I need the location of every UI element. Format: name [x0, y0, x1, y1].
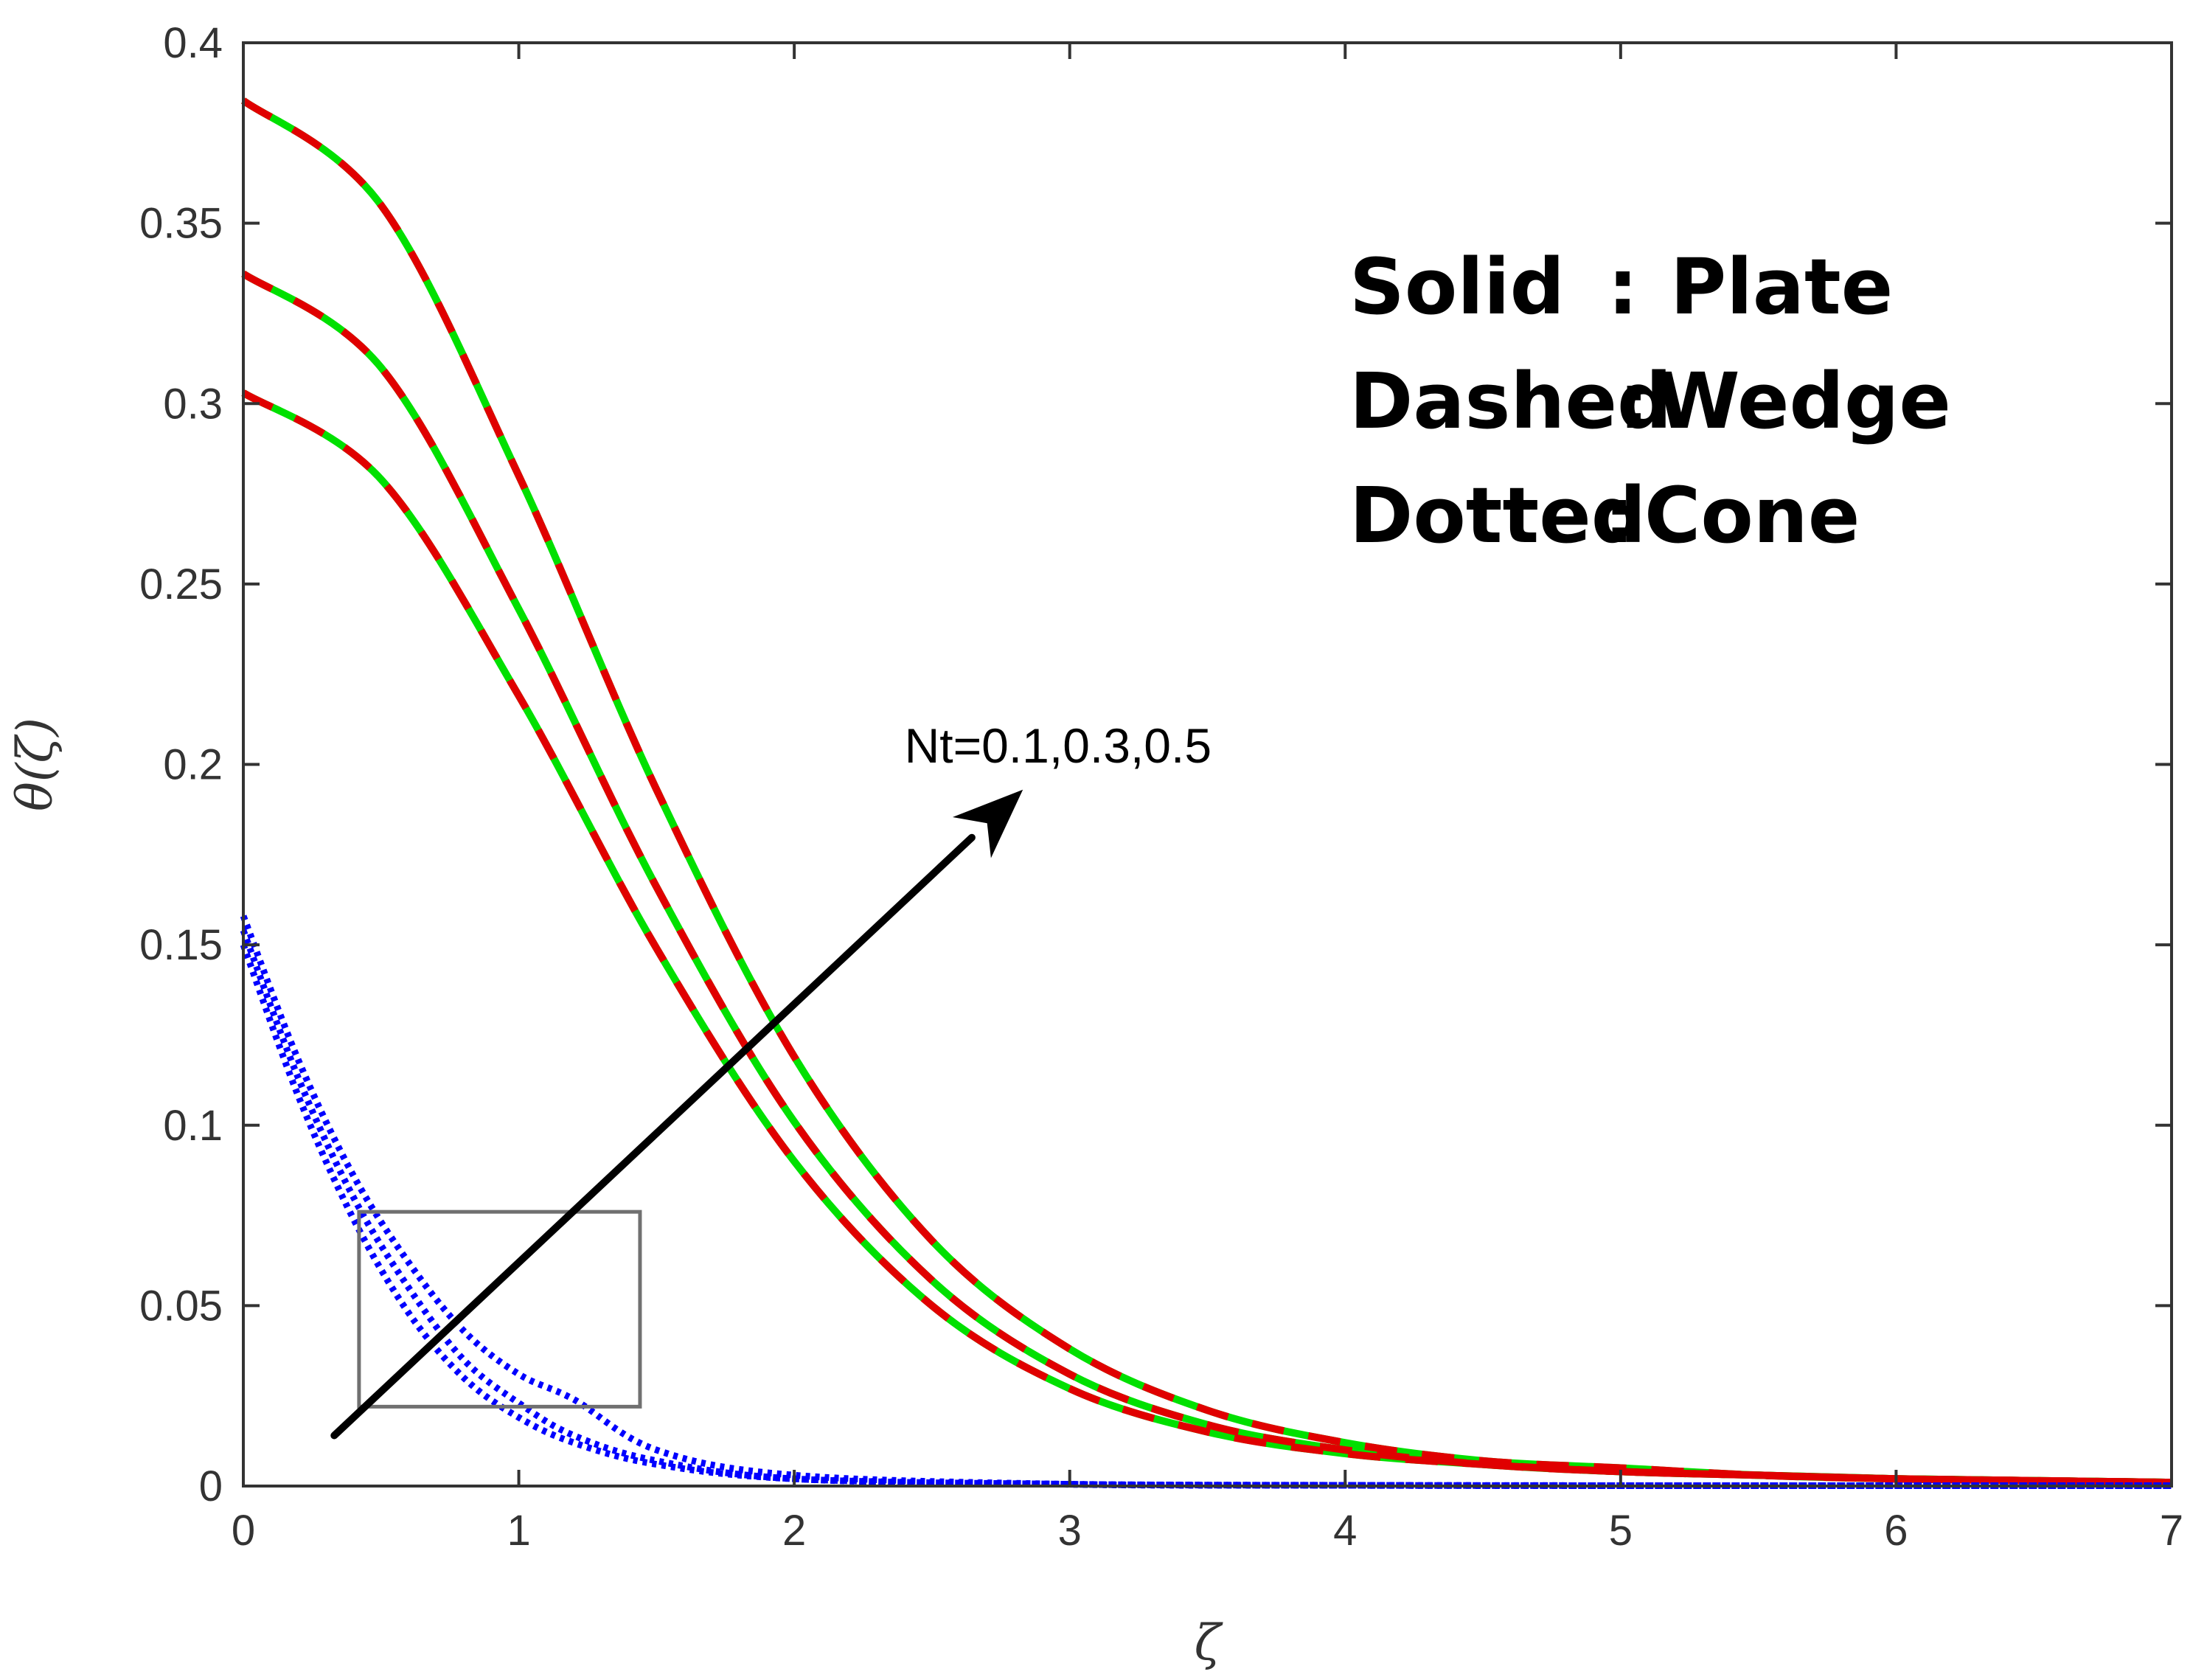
x-tick-label: 6: [1884, 1507, 1908, 1555]
nt-arrow-shaft: [330, 833, 976, 1440]
x-tick-label: 5: [1609, 1507, 1633, 1555]
legend-style-dotted: Dotted: [1349, 471, 1646, 560]
legend-sep-dashed: :: [1619, 356, 1650, 446]
y-tick-label: 0.25: [139, 560, 223, 608]
arrow-layer: [330, 789, 1023, 1440]
legend-geom-cone: Cone: [1644, 471, 1860, 560]
legend-sep-solid: :: [1607, 242, 1638, 332]
legend-style-solid: Solid: [1349, 242, 1565, 332]
y-tick-label: 0.05: [139, 1282, 223, 1330]
legend-style-dashed: Dashed: [1349, 356, 1672, 446]
legend: Solid : Plate Dashed : Wedge Dotted : Co…: [1349, 242, 1951, 560]
y-axis-label: θ(ζ): [7, 718, 63, 811]
y-tick-label: 0.35: [139, 200, 223, 248]
inset-box: [357, 1209, 642, 1409]
y-tick-label: 0.15: [139, 921, 223, 969]
series-line-wedge-nt-0.3: [241, 270, 2172, 1487]
y-tick-label: 0.3: [163, 380, 223, 428]
ticks-layer: 0 1 2 3 4 5 6 7 0 0.05 0.1 0.15 0.2 0.25 0.3 0.35 0.4: [139, 19, 2183, 1555]
x-tick-label: 7: [2160, 1507, 2183, 1555]
legend-geom-plate: Plate: [1670, 242, 1893, 332]
x-axis-label: ζ: [1195, 1614, 1224, 1671]
y-tick-label: 0.4: [163, 19, 223, 67]
legend-geom-wedge: Wedge: [1655, 356, 1951, 446]
series-line-wedge-nt-0.5: [240, 97, 2172, 1487]
series-line-cone-nt-0.3: [240, 929, 2172, 1490]
y-tick-label: 0.2: [163, 741, 223, 789]
y-tick-label: 0.1: [163, 1102, 223, 1150]
x-tick-label: 1: [507, 1507, 530, 1555]
legend-sep-dotted: :: [1604, 471, 1635, 560]
x-tick-label: 2: [782, 1507, 806, 1555]
series-line-wedge-nt-0.1: [241, 389, 2172, 1487]
x-tick-label: 3: [1058, 1507, 1082, 1555]
x-tick-label: 0: [232, 1507, 255, 1555]
nt-arrow-head: [952, 789, 1023, 858]
inset-layer: [357, 1209, 642, 1409]
nt-annotation: Nt=0.1,0.3,0.5: [905, 718, 1212, 773]
y-tick-label: 0: [199, 1462, 223, 1510]
x-tick-label: 4: [1333, 1507, 1357, 1555]
